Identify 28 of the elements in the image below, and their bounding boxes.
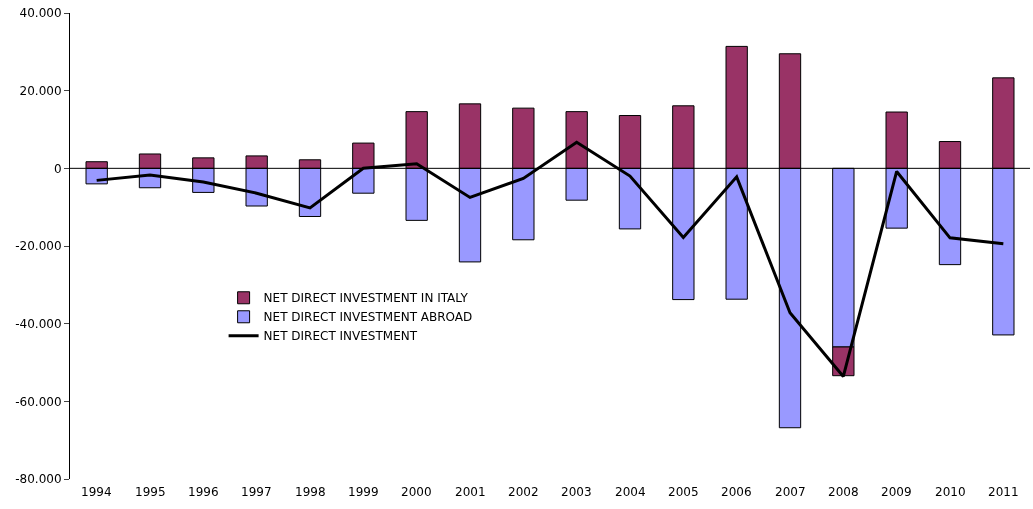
x-tick-label: 2003 <box>561 485 592 499</box>
y-tick-label: -40.000 <box>15 316 62 331</box>
x-tick-label: 1997 <box>241 485 272 499</box>
x-tick-label: 1996 <box>188 485 219 499</box>
y-tick-label: -20.000 <box>15 239 62 254</box>
legend-label: NET DIRECT INVESTMENT ABROAD <box>263 310 473 325</box>
x-tick-label: 2009 <box>881 485 912 499</box>
y-tick-label: 20.000 <box>19 83 62 98</box>
x-tick-label: 2010 <box>935 485 966 499</box>
x-tick-label: 1995 <box>135 485 166 499</box>
y-tick-label: 0 <box>53 161 62 176</box>
x-tick-label: 2007 <box>775 485 806 499</box>
x-tick-label: 2011 <box>988 485 1019 499</box>
y-tick-label: -60.000 <box>15 394 62 409</box>
x-tick-label: 2000 <box>401 485 432 499</box>
x-tick-label: 1994 <box>81 485 112 499</box>
x-tick-label: 1999 <box>348 485 379 499</box>
x-tick-label: 2005 <box>668 485 699 499</box>
x-tick-label: 2001 <box>455 485 486 499</box>
y-tick-label: 40.000 <box>19 6 62 21</box>
x-tick-label: 2008 <box>828 485 859 499</box>
x-tick-label: 2002 <box>508 485 539 499</box>
x-tick-label: 1998 <box>295 485 326 499</box>
y-tick-label: -80.000 <box>15 472 62 487</box>
legend-label: NET DIRECT INVESTMENT IN ITALY <box>263 291 469 306</box>
x-tick-label: 2004 <box>615 485 646 499</box>
legend-label: NET DIRECT INVESTMENT <box>263 329 418 344</box>
x-tick-label: 2006 <box>721 485 752 499</box>
